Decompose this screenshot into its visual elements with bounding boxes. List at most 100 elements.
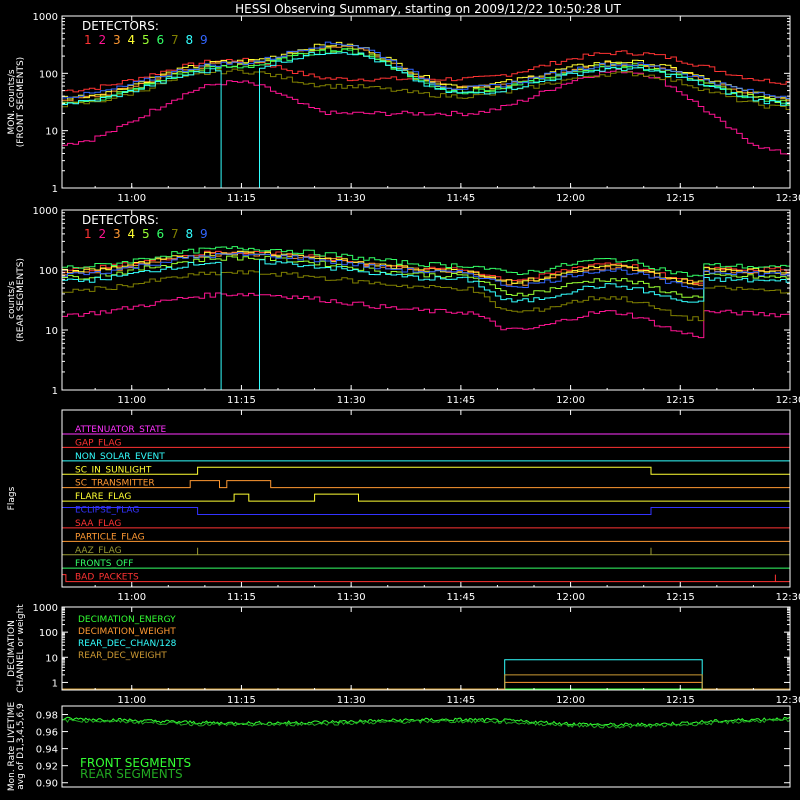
x-tick-label: 12:00 [556, 592, 585, 603]
legend-label-det7: 7 [171, 33, 179, 47]
legend-label-det5: 5 [142, 33, 150, 47]
legend-title: DETECTORS: [82, 19, 159, 33]
legend-label: REAR SEGMENTS [80, 767, 183, 781]
flag-label: FLARE_FLAG [75, 492, 131, 502]
flag-line [62, 547, 790, 556]
x-tick-label: 11:15 [227, 193, 256, 204]
flag-label: BAD_PACKETS [75, 573, 139, 583]
legend-label-det8: 8 [186, 227, 194, 241]
y-tick-label: 0.94 [36, 745, 58, 756]
series-line-det7 [62, 68, 790, 110]
x-tick-label: 12:00 [556, 395, 585, 406]
legend-label-det2: 2 [99, 33, 107, 47]
livetime-series [61, 717, 791, 729]
livetime-series [62, 716, 791, 727]
x-tick-label: 11:30 [337, 592, 366, 603]
y-axis-label: CHANNEL or weight [16, 604, 26, 693]
series-line-det2 [62, 292, 790, 339]
x-tick-label: 11:00 [117, 695, 146, 706]
legend-label: DECIMATION_ENERGY [78, 615, 176, 625]
flag-line [62, 480, 790, 489]
series-line-det8 [62, 259, 790, 391]
legend-label-det9: 9 [200, 227, 208, 241]
series-line-det2 [62, 68, 790, 155]
y-tick-label: 1000 [33, 603, 58, 614]
y-tick-label: 0.98 [36, 711, 58, 722]
x-tick-label: 11:30 [337, 695, 366, 706]
legend-label: DECIMATION_WEIGHT [78, 627, 176, 637]
legend-label-det4: 4 [128, 227, 136, 241]
y-axis-label: avg of D1,3,4,5,6,9 [16, 703, 26, 790]
y-axis-label: (FRONT SEGMENTS) [16, 57, 26, 147]
y-axis-label: (REAR SEGMENTS) [16, 258, 26, 342]
flag-label: ECLIPSE_FLAG [75, 506, 139, 516]
flag-label: SAA_FLAG [75, 519, 121, 529]
x-tick-label: 11:45 [446, 193, 475, 204]
y-tick-label: 1000 [33, 12, 58, 23]
legend-label-det3: 3 [113, 227, 121, 241]
flag-label: NON_SOLAR_EVENT [75, 452, 165, 462]
legend-label-det3: 3 [113, 33, 121, 47]
x-tick-label: 11:00 [117, 395, 146, 406]
y-tick-label: 0.90 [36, 779, 58, 790]
y-axis-label: Mon. Rate LIVETIME [7, 702, 17, 792]
legend-label-det6: 6 [157, 227, 165, 241]
x-tick-label: 12:15 [666, 695, 695, 706]
series-line-det7 [62, 270, 790, 322]
x-tick-label: 11:00 [117, 592, 146, 603]
x-tick-label: 12:00 [556, 193, 585, 204]
y-tick-label: 1 [52, 678, 58, 689]
plot-frame [61, 409, 791, 588]
legend-label-det4: 4 [128, 33, 136, 47]
x-tick-label: 12:30 [776, 395, 800, 406]
flag-label: GAP_FLAG [75, 438, 121, 448]
y-axis-label: DECIMATION [7, 620, 17, 677]
y-tick-label: 0.96 [36, 728, 58, 739]
y-tick-label: 100 [39, 266, 58, 277]
x-tick-label: 12:15 [666, 395, 695, 406]
flag-label: AAZ_FLAG [75, 546, 122, 556]
flag-label: SC_TRANSMITTER [75, 479, 155, 489]
x-tick-label: 12:30 [776, 695, 800, 706]
series-line-det5 [62, 255, 790, 298]
series-line-det9 [62, 41, 790, 99]
x-tick-label: 11:15 [227, 395, 256, 406]
legend-label-det7: 7 [171, 227, 179, 241]
legend-label: REAR_DEC_CHAN/128 [78, 639, 177, 649]
x-tick-label: 11:30 [337, 395, 366, 406]
legend-label-det2: 2 [99, 227, 107, 241]
y-tick-label: 100 [39, 628, 58, 639]
series-line-det9 [62, 252, 790, 290]
flag-label: SC_IN_SUNLIGHT [75, 465, 152, 475]
x-tick-label: 12:30 [776, 592, 800, 603]
legend-label-det1: 1 [84, 33, 92, 47]
x-tick-label: 11:30 [337, 193, 366, 204]
x-tick-label: 11:45 [446, 695, 475, 706]
x-tick-label: 11:00 [117, 193, 146, 204]
legend-label: FRONT SEGMENTS [80, 756, 191, 770]
plot-frame [61, 705, 791, 788]
x-tick-label: 11:15 [227, 592, 256, 603]
y-tick-label: 1 [52, 386, 58, 397]
x-tick-label: 11:45 [446, 395, 475, 406]
series-line-det8 [62, 51, 790, 189]
legend-label-det8: 8 [186, 33, 194, 47]
legend-label-det1: 1 [84, 227, 92, 241]
plot-frame [61, 209, 791, 391]
y-axis-label: counts/s [7, 281, 17, 319]
flag-line [62, 466, 790, 475]
x-tick-label: 12:00 [556, 695, 585, 706]
y-tick-label: 0.92 [36, 762, 58, 773]
x-tick-label: 12:30 [776, 193, 800, 204]
flag-label: ATTENUATOR_STATE [75, 425, 167, 435]
legend-label-det6: 6 [157, 33, 165, 47]
flag-line [62, 493, 790, 502]
plot-frame [61, 606, 791, 691]
flag-label: PARTICLE_FLAG [75, 532, 145, 542]
legend-label: REAR_DEC_WEIGHT [78, 651, 167, 661]
x-tick-label: 11:15 [227, 695, 256, 706]
y-tick-label: 1 [52, 184, 58, 195]
series-line-det6 [62, 246, 790, 277]
legend-label-det5: 5 [142, 227, 150, 241]
